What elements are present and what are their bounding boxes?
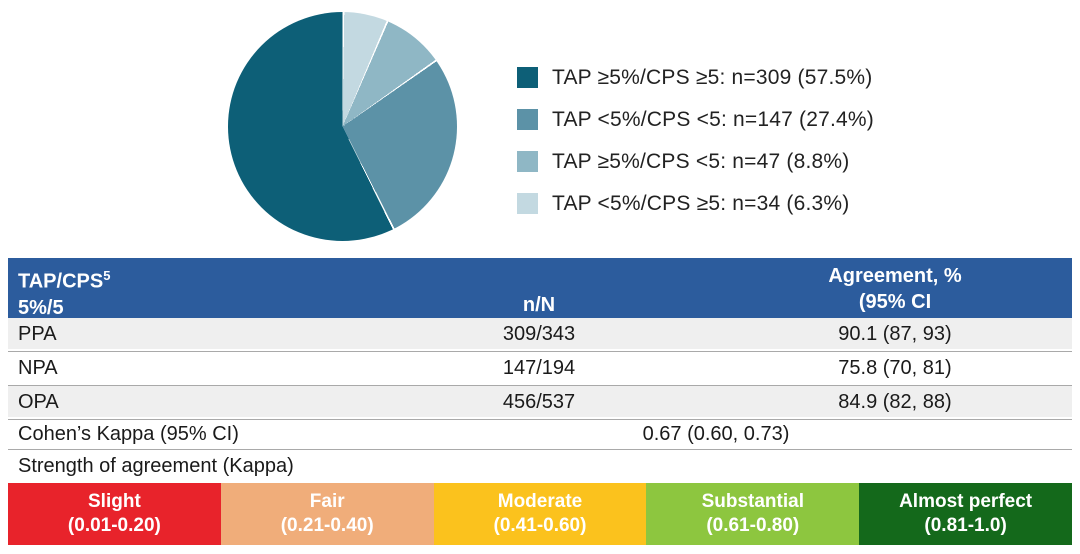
agreement-table: TAP/CPS5 5%/5 n/N Agreement, % (95% CI P… — [8, 258, 1072, 545]
legend-label: TAP <5%/CPS ≥5: n=34 (6.3%) — [552, 191, 850, 215]
header-col-tap-cps: TAP/CPS5 5%/5 — [18, 268, 111, 319]
legend-label: TAP ≥5%/CPS ≥5: n=309 (57.5%) — [552, 65, 873, 89]
legend-swatch — [517, 151, 538, 172]
legend-item: TAP ≥5%/CPS <5: n=47 (8.8%) — [517, 147, 874, 176]
row-n-N: 456/537 — [502, 391, 576, 413]
cohens-kappa-row: Cohen’s Kappa (95% CI) 0.67 (0.60, 0.73) — [8, 420, 1072, 450]
scale-segment-slight: Slight (0.01-0.20) — [8, 483, 221, 545]
footnote-marker: 5 — [103, 268, 111, 283]
row-n-N: 309/343 — [502, 323, 576, 345]
table-row-opa: OPA 456/537 84.9 (82, 88) — [8, 386, 1072, 420]
legend-item: TAP <5%/CPS ≥5: n=34 (6.3%) — [517, 189, 874, 218]
legend-label: TAP <5%/CPS <5: n=147 (27.4%) — [552, 107, 874, 131]
legend-swatch — [517, 67, 538, 88]
legend-swatch — [517, 109, 538, 130]
table-header: TAP/CPS5 5%/5 n/N Agreement, % (95% CI — [8, 258, 1072, 319]
scale-segment-moderate: Moderate (0.41-0.60) — [433, 483, 647, 545]
row-label: NPA — [18, 357, 58, 379]
kappa-label: Cohen’s Kappa (95% CI) — [18, 423, 239, 445]
strength-of-agreement-label: Strength of agreement (Kappa) — [18, 455, 294, 477]
kappa-strength-scale: Slight (0.01-0.20) Fair (0.21-0.40) Mode… — [8, 483, 1072, 545]
table-row-ppa: PPA 309/343 90.1 (87, 93) — [8, 318, 1072, 352]
row-agreement: 84.9 (82, 88) — [838, 391, 952, 413]
kappa-value: 0.67 (0.60, 0.73) — [642, 423, 790, 445]
legend-item: TAP ≥5%/CPS ≥5: n=309 (57.5%) — [517, 63, 874, 92]
pie-chart — [228, 12, 457, 241]
legend-swatch — [517, 193, 538, 214]
row-label: OPA — [18, 391, 59, 413]
scale-segment-fair: Fair (0.21-0.40) — [220, 483, 434, 545]
legend-item: TAP <5%/CPS <5: n=147 (27.4%) — [517, 105, 874, 134]
header-col-agreement: Agreement, % (95% CI — [828, 265, 962, 313]
pie-legend: TAP ≥5%/CPS ≥5: n=309 (57.5%) TAP <5%/CP… — [517, 63, 874, 218]
row-label: PPA — [18, 323, 57, 345]
scale-segment-substantial: Substantial (0.61-0.80) — [646, 483, 860, 545]
row-n-N: 147/194 — [502, 357, 576, 379]
table-row-npa: NPA 147/194 75.8 (70, 81) — [8, 352, 1072, 386]
legend-label: TAP ≥5%/CPS <5: n=47 (8.8%) — [552, 149, 850, 173]
header-col-n-N: n/N — [522, 293, 556, 316]
row-agreement: 75.8 (70, 81) — [838, 357, 952, 379]
scale-segment-almost-perfect: Almost perfect (0.81-1.0) — [859, 483, 1072, 545]
row-agreement: 90.1 (87, 93) — [838, 323, 952, 345]
